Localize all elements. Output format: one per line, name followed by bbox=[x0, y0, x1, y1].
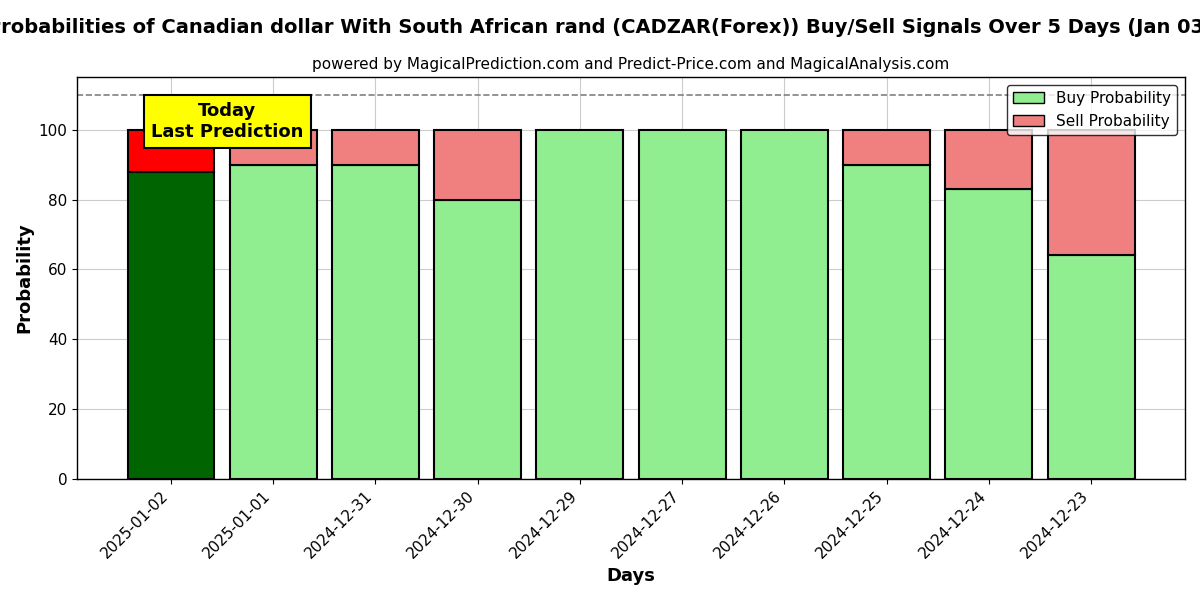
Bar bbox=[1048, 130, 1135, 256]
Bar bbox=[638, 130, 726, 479]
Legend: Buy Probability, Sell Probability: Buy Probability, Sell Probability bbox=[1007, 85, 1177, 135]
Text: Today
Last Prediction: Today Last Prediction bbox=[151, 102, 304, 140]
Bar bbox=[332, 130, 419, 164]
Bar bbox=[229, 130, 317, 164]
Text: Probabilities of Canadian dollar With South African rand (CADZAR(Forex)) Buy/Sel: Probabilities of Canadian dollar With So… bbox=[0, 18, 1200, 37]
Bar bbox=[127, 172, 215, 479]
Bar bbox=[229, 164, 317, 479]
Y-axis label: Probability: Probability bbox=[14, 223, 32, 334]
Bar bbox=[434, 200, 521, 479]
Bar bbox=[844, 164, 930, 479]
Bar bbox=[946, 130, 1032, 189]
Bar bbox=[127, 130, 215, 172]
Title: powered by MagicalPrediction.com and Predict-Price.com and MagicalAnalysis.com: powered by MagicalPrediction.com and Pre… bbox=[312, 57, 949, 72]
Bar bbox=[740, 130, 828, 479]
Bar bbox=[946, 189, 1032, 479]
Bar bbox=[332, 164, 419, 479]
Bar bbox=[536, 130, 624, 479]
Bar bbox=[434, 130, 521, 200]
Bar bbox=[1048, 256, 1135, 479]
X-axis label: Days: Days bbox=[607, 567, 655, 585]
Bar bbox=[844, 130, 930, 164]
